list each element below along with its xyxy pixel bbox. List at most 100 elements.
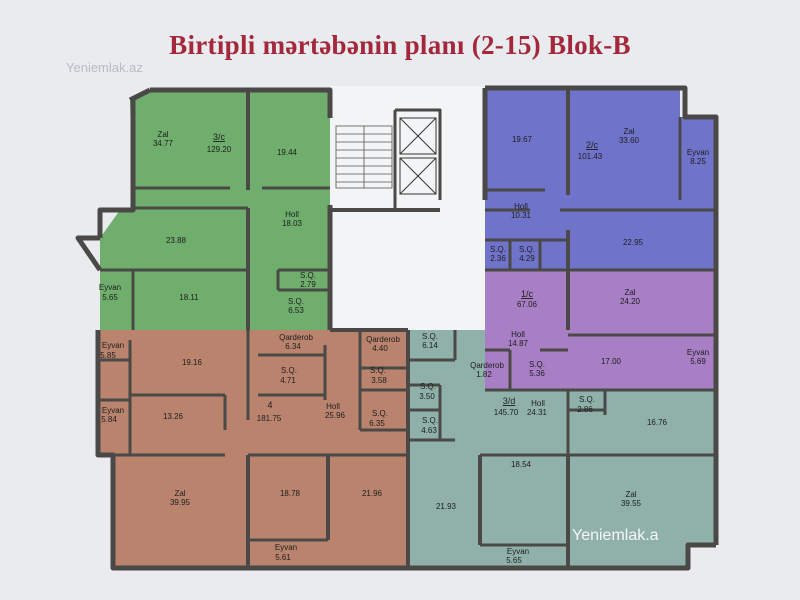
label-violet-holl-area: 14.87 [508,339,529,348]
label-green-sq1: S.Q. [300,271,316,280]
label-blue-sq1-area: 2.36 [490,254,506,263]
label-brown-qarderob-area: 6.34 [285,342,301,351]
watermark-top: Yeniemlak.az [66,60,143,75]
label-brown-room-19-16: 19.16 [182,358,203,367]
label-blue-sq2: S.Q. [519,245,535,254]
label-blue-holl-area: 10.31 [511,211,532,220]
labels-brown: Eyvan 5.85 19.16 Qarderob 6.34 S.Q. 4.71… [100,333,400,562]
label-brown-zal: Zal [174,489,185,498]
label-blue-sq2-area: 4.29 [519,254,535,263]
label-brown-qarderob2: Qarderob [366,335,400,344]
elevator-drawing [399,117,437,195]
label-teal-qarderob-area: 1.82 [476,370,492,379]
label-green-zal: Zal [157,130,168,139]
label-teal-sq1-area: 6.14 [422,341,438,350]
label-teal-sq3: S.Q. [422,416,438,425]
label-teal-room-18-54: 18.54 [511,460,532,469]
label-teal-sq2-area: 3.50 [419,392,435,401]
label-violet-eyvan-area: 5.69 [690,357,706,366]
labels-teal: S.Q. 6.14 Qarderob 1.82 S.Q. 3.50 S.Q. 4… [419,332,667,565]
label-blue-holl: Holl [514,202,528,211]
label-teal-room-21-93: 21.93 [436,502,457,511]
label-violet-apartment-total: 67.06 [517,300,538,309]
apartment-blue-2c [485,88,716,270]
label-green-zal-area: 34.77 [153,139,174,148]
watermark-bottom: Yeniemlak.a [572,527,659,544]
label-teal-zal-area: 39.55 [621,499,642,508]
label-brown-holl: Holl [326,402,340,411]
label-teal-holl-area: 24.31 [527,408,548,417]
label-brown-apartment-total: 181.75 [257,414,282,423]
label-green-room-23-88: 23.88 [166,236,187,245]
label-brown-qarderob2-area: 4.40 [372,344,388,353]
label-blue-zal-area: 33.60 [619,136,640,145]
label-brown-sq2-area: 3.58 [371,376,387,385]
label-blue-room-22-95: 22.95 [623,238,644,247]
label-brown-room-21-96: 21.96 [362,489,383,498]
label-teal-apartment-name: 3/d [503,396,516,406]
label-brown-sq3: S.Q. [372,409,388,418]
apartment-brown-fill [98,330,408,568]
label-brown-room-13-26: 13.26 [163,412,184,421]
apartment-violet-1c [485,270,716,390]
label-brown-sq1: S.Q. [281,366,297,375]
label-green-eyvan-area: 5.65 [102,293,118,302]
label-brown-sq3-area: 6.35 [369,419,385,428]
label-green-eyvan: Eyvan [99,283,121,292]
label-blue-eyvan: Eyvan [687,148,709,157]
label-brown-sq2: S.Q. [370,366,386,375]
walls [75,85,719,571]
label-teal-room-16-76: 16.76 [647,418,668,427]
label-violet-eyvan: Eyvan [687,348,709,357]
label-brown-eyvan3-area: 5.61 [275,553,291,562]
label-green-sq2: S.Q. [288,297,304,306]
label-brown-qarderob: Qarderob [279,333,313,342]
label-blue-sq1: S.Q. [490,245,506,254]
label-teal-apartment-total: 145.70 [494,408,519,417]
label-green-holl-area: 18.03 [282,219,303,228]
label-brown-eyvan1-area: 5.85 [100,351,116,360]
label-brown-apartment-name: 4 [267,400,272,410]
labels-blue: 19.67 2/c 101.43 Zal 33.60 Eyvan 8.25 Ho… [490,127,709,263]
apartment-brown-4 [98,330,408,568]
label-blue-apartment-name: 2/c [586,140,599,150]
label-violet-apartment-name: 1/c [521,289,534,299]
label-blue-room-19-67: 19.67 [512,135,533,144]
label-violet-zal: Zal [624,288,635,297]
label-blue-zal: Zal [623,127,634,136]
label-brown-eyvan3: Eyvan [275,543,297,552]
label-green-apartment-total: 129.20 [207,145,232,154]
label-teal-eyvan: Eyvan [507,547,529,556]
label-violet-room-17-00: 17.00 [601,357,622,366]
label-violet-sq-area: 5.36 [529,369,545,378]
label-teal-sq4: S.Q. [579,395,595,404]
label-violet-sq: S.Q. [529,360,545,369]
stair-drawing [335,125,393,189]
label-brown-zal-area: 39.95 [170,498,191,507]
label-blue-eyvan-area: 8.25 [690,157,706,166]
label-brown-room-18-78: 18.78 [280,489,301,498]
label-violet-holl: Holl [511,330,525,339]
label-brown-holl-area: 25.96 [325,411,346,420]
label-teal-sq2: S.Q. [420,382,436,391]
label-green-holl: Holl [285,210,299,219]
label-teal-eyvan-area: 5.65 [506,556,522,565]
label-teal-holl: Holl [531,399,545,408]
labels-green: Zal 34.77 3/c 129.20 19.44 Holl 18.03 23… [99,130,316,315]
label-green-room-18-11: 18.11 [179,293,199,302]
label-brown-eyvan2: Eyvan [102,406,124,415]
label-teal-sq1: S.Q. [422,332,438,341]
label-brown-eyvan1: Eyvan [102,341,124,350]
label-green-sq2-area: 6.53 [288,306,304,315]
label-green-apartment-name: 3/c [213,132,226,142]
label-violet-zal-area: 24.20 [620,297,641,306]
label-teal-qarderob: Qarderob [470,361,504,370]
label-teal-sq3-area: 4.63 [421,426,437,435]
labels-violet: Zal 24.20 1/c 67.06 Holl 14.87 S.Q. 5.36… [508,288,709,378]
label-teal-zal: Zal [625,490,636,499]
label-teal-sq4-area: 2.86 [577,405,593,414]
plan-title: Birtipli mərtəbənin planı (2-15) Blok-B [169,30,631,60]
label-brown-eyvan2-area: 5.84 [101,415,117,424]
apartment-blue-fill [485,88,716,270]
